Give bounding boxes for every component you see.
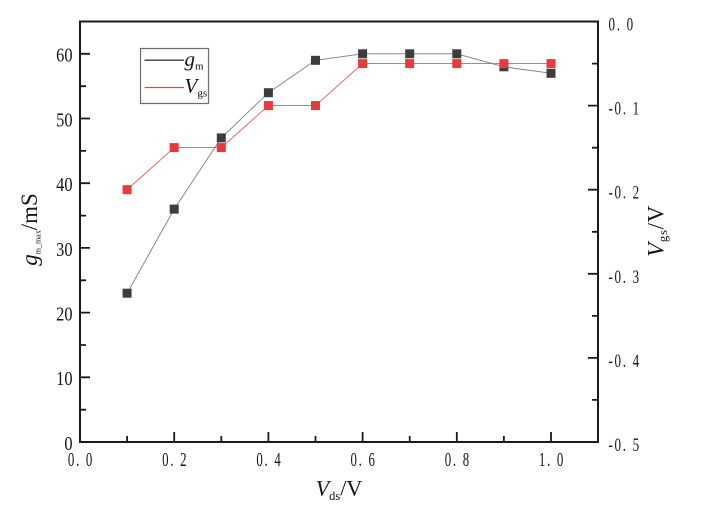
svg-text:50: 50: [56, 109, 72, 131]
svg-text:-0. 3: -0. 3: [609, 265, 641, 287]
svg-text:0. 4: 0. 4: [256, 448, 282, 470]
svg-text:0: 0: [64, 433, 72, 455]
svg-text:-0. 5: -0. 5: [609, 433, 641, 455]
svg-text:Vgs: Vgs: [185, 74, 208, 100]
svg-text:Vgs/V: Vgs/V: [644, 205, 671, 257]
svg-text:20: 20: [56, 303, 72, 325]
svg-text:60: 60: [56, 44, 72, 66]
svg-text:30: 30: [56, 238, 72, 260]
svg-text:1. 0: 1. 0: [539, 448, 565, 470]
svg-text:0. 8: 0. 8: [445, 448, 471, 470]
svg-text:gm: gm: [185, 47, 205, 73]
svg-text:-0. 4: -0. 4: [609, 349, 641, 371]
svg-text:gm_max/mS: gm_max/mS: [17, 193, 42, 266]
svg-text:0. 0: 0. 0: [609, 13, 635, 35]
svg-text:-0. 2: -0. 2: [609, 181, 641, 203]
svg-text:0. 6: 0. 6: [351, 448, 377, 470]
svg-text:40: 40: [56, 174, 72, 196]
svg-text:-0. 1: -0. 1: [609, 97, 641, 119]
svg-text:Vds/V: Vds/V: [316, 476, 363, 504]
svg-text:0. 0: 0. 0: [68, 448, 94, 470]
svg-text:10: 10: [56, 368, 72, 390]
svg-text:0. 2: 0. 2: [162, 448, 188, 470]
